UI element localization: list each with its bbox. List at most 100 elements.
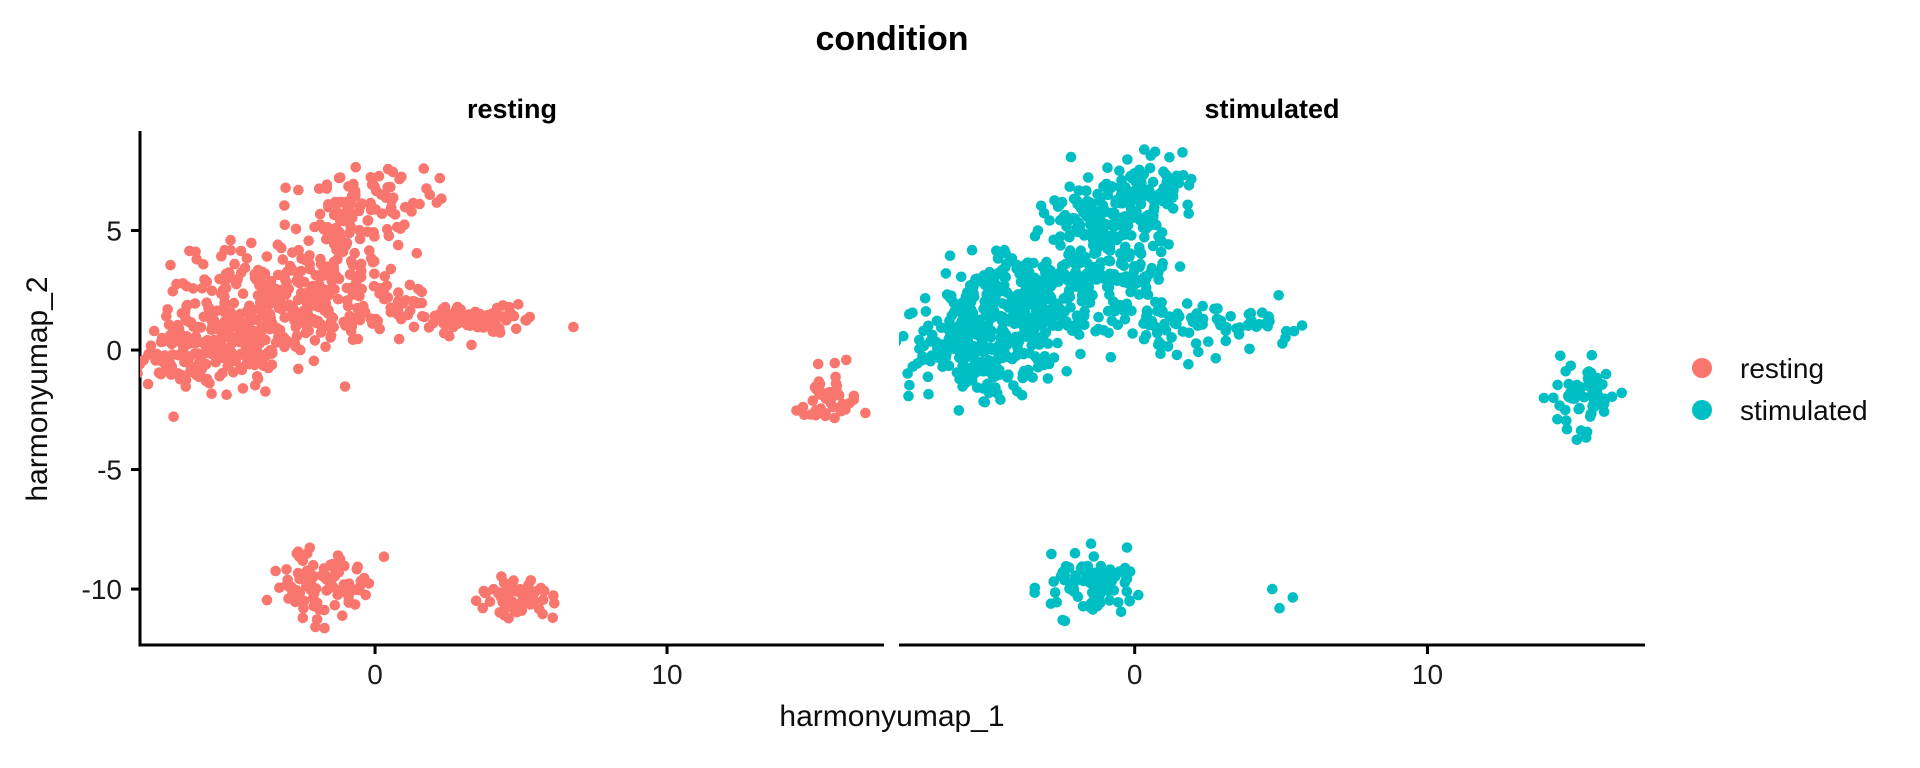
data-point [1046, 548, 1057, 560]
data-point [328, 284, 340, 295]
data-point [1011, 311, 1022, 322]
y-axis-label: harmonyumap_2 [21, 276, 54, 501]
data-point [260, 386, 271, 397]
data-point [340, 320, 351, 331]
data-point [470, 595, 482, 607]
data-point [260, 351, 271, 362]
data-point [279, 200, 290, 211]
data-point [300, 327, 312, 339]
data-point [337, 610, 348, 621]
data-point [221, 389, 232, 401]
data-point [180, 312, 191, 323]
data-point [1048, 576, 1059, 587]
data-point [292, 294, 304, 306]
data-point [1128, 187, 1140, 198]
data-point [951, 367, 963, 378]
data-point [1037, 286, 1049, 298]
data-point [1027, 372, 1038, 383]
data-point [1068, 575, 1079, 587]
data-point [294, 573, 305, 585]
data-point [1133, 589, 1144, 601]
data-point [1013, 345, 1024, 357]
data-point [932, 342, 943, 354]
data-point [272, 269, 284, 281]
data-point [1078, 203, 1089, 214]
data-point [1616, 387, 1627, 399]
data-point [142, 378, 154, 390]
data-point [919, 293, 931, 304]
data-point [226, 337, 238, 349]
data-point [549, 598, 560, 609]
data-point [497, 300, 509, 311]
data-point [1106, 207, 1117, 219]
data-point [1127, 328, 1138, 339]
data-point [841, 354, 852, 366]
data-point [161, 311, 172, 322]
data-point [498, 590, 510, 601]
data-point [1085, 598, 1096, 610]
data-point [1120, 225, 1132, 236]
data-point [1274, 602, 1285, 614]
data-point [1088, 551, 1100, 562]
data-point [418, 163, 430, 174]
data-point [334, 196, 345, 208]
data-point [281, 266, 293, 278]
data-point [270, 565, 281, 577]
data-point [281, 578, 293, 590]
data-point [433, 310, 444, 322]
data-point [1060, 258, 1071, 270]
data-point [355, 271, 367, 283]
data-point [996, 336, 1007, 348]
data-point [416, 286, 428, 298]
data-point [421, 183, 432, 194]
data-point [366, 179, 378, 190]
data-point [1552, 379, 1563, 391]
data-point [304, 542, 316, 554]
data-point [1140, 190, 1152, 201]
data-point [305, 584, 317, 596]
data-point [1103, 569, 1114, 580]
data-point [238, 324, 250, 336]
data-point [807, 395, 819, 407]
points-stimulated [899, 144, 1627, 627]
data-point [374, 283, 386, 294]
data-point [140, 358, 146, 370]
data-point [356, 198, 368, 209]
data-point [1156, 307, 1167, 318]
data-point [1049, 587, 1061, 598]
data-point [1158, 323, 1170, 334]
x-tick-label: 10 [1412, 659, 1443, 690]
data-point [960, 291, 972, 303]
data-point [1077, 291, 1088, 303]
data-point [214, 273, 225, 285]
data-point [995, 310, 1006, 322]
data-point [335, 558, 347, 570]
data-point [1076, 271, 1088, 282]
data-point [831, 380, 843, 392]
data-point [1098, 273, 1109, 284]
data-point [1075, 245, 1087, 256]
data-point [999, 272, 1010, 284]
data-point [1044, 273, 1056, 285]
data-point [1126, 173, 1138, 184]
data-point [1112, 319, 1124, 331]
data-point [283, 593, 294, 604]
data-point [1273, 290, 1284, 301]
data-point [349, 247, 361, 259]
data-point [1125, 286, 1136, 298]
data-point [343, 181, 354, 192]
data-point [1561, 415, 1572, 426]
data-point [1042, 373, 1054, 384]
data-point [402, 309, 414, 321]
data-point [427, 317, 439, 329]
data-point [237, 288, 249, 300]
data-point [228, 297, 240, 309]
data-point [199, 274, 210, 285]
data-point [1167, 192, 1178, 203]
data-point [327, 312, 339, 324]
data-point [1063, 289, 1074, 300]
data-point [350, 188, 361, 199]
data-point [1029, 587, 1040, 598]
data-point [165, 369, 177, 380]
data-point [393, 333, 405, 345]
